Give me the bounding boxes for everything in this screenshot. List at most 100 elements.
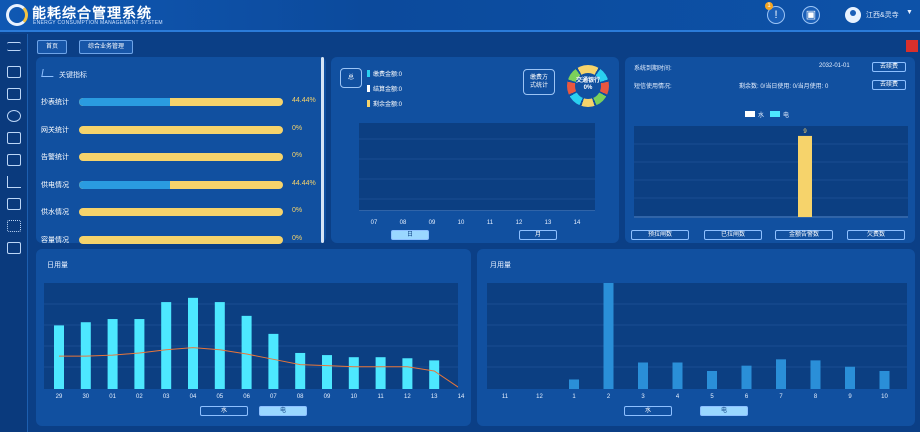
x-tick-label: 11: [487, 220, 494, 226]
monitor-icon[interactable]: [7, 132, 21, 144]
kpi-label: 抄表统计: [41, 99, 69, 106]
tab-month[interactable]: 月: [519, 230, 557, 240]
daily-usage-panel: 日用量 29 30 01 02 03 04 05 06 07 08 09 10 11 12 13 14 水 电: [36, 249, 471, 426]
donut-label: 交通银行: [575, 78, 600, 84]
daily-chart-area: [44, 283, 463, 390]
daily-tab-water[interactable]: 水: [200, 406, 248, 416]
fee-paid-text: 缴费金额:0: [373, 72, 403, 78]
cut-off-button[interactable]: 已拉闸数: [704, 230, 762, 240]
folder-icon[interactable]: [7, 88, 21, 100]
kpi-progress-fill: [79, 98, 170, 106]
daily-bar: [268, 333, 279, 389]
x-tick-label: 09: [324, 394, 331, 400]
x-tick-label: 29: [56, 394, 63, 400]
user-name[interactable]: 江西&灵寺: [866, 12, 899, 19]
monthly-bar: [603, 283, 614, 389]
picture-icon[interactable]: [7, 242, 21, 254]
x-tick-label: 9: [848, 394, 852, 400]
x-tick-label: 12: [404, 394, 411, 400]
x-tick-label: 5: [710, 394, 714, 400]
monthly-bar: [879, 370, 890, 389]
breadcrumb-home[interactable]: 首页: [37, 40, 68, 54]
image-icon[interactable]: [7, 66, 21, 78]
renew-button[interactable]: 去续费: [872, 62, 906, 72]
kpi-progress-bar: [79, 153, 283, 161]
x-tick-label: 6: [745, 394, 749, 400]
monthly-x-axis: 11 12 1 2 3 4 5 6 7 8 9 10: [502, 394, 889, 400]
daily-bar: [429, 360, 440, 389]
x-tick-label: 12: [536, 394, 543, 400]
expire-label: 系统到期时间:: [634, 66, 672, 72]
download-icon[interactable]: [7, 154, 21, 166]
x-tick-label: 05: [216, 394, 223, 400]
monthly-bar: [776, 359, 786, 389]
x-tick-label: 7: [779, 394, 783, 400]
fee-settled-text: 结算金额:0: [373, 87, 403, 93]
sms-label: 短信使用情况:: [634, 84, 672, 90]
payment-mode-box: 缴费方 式统计: [523, 69, 555, 95]
daily-title: 日用量: [47, 262, 68, 269]
daily-x-axis: 29 30 01 02 03 04 05 06 07 08 09 10 11 12 13 14: [56, 394, 465, 400]
daily-tab-elec[interactable]: 电: [259, 406, 307, 416]
kpi-label: 供电情况: [41, 181, 69, 189]
legend-swatch: [367, 70, 370, 77]
alarm-bar: [798, 135, 812, 217]
daily-bar: [54, 325, 64, 389]
kpi-percent: 0%: [292, 152, 303, 159]
payment-donut: 交通银行 0%: [567, 65, 609, 107]
kpi-progress-bar: [79, 235, 283, 244]
daily-chart: [44, 297, 463, 390]
line-chart-icon[interactable]: [7, 176, 21, 188]
coin-icon[interactable]: [7, 110, 21, 122]
chevron-down-icon[interactable]: ▼: [906, 9, 913, 16]
fee-remaining-text: 剩余金额:0: [373, 102, 403, 108]
alert-icon[interactable]: !: [767, 6, 785, 24]
fee-settled: 结算金额:0: [367, 84, 402, 93]
pre-cut-button[interactable]: 预拉闸数: [631, 230, 689, 240]
fee-panel: 总 缴费金额:0 结算金额:0 剩余金额:0 缴费方 式统计 交通银行 0% 07…: [331, 57, 619, 243]
daily-bar: [348, 357, 359, 389]
alarm-chart-area: 9: [634, 126, 908, 218]
trend-icon: [41, 69, 55, 77]
monthly-tab-elec[interactable]: 电: [700, 406, 748, 416]
kpi-label: 告警统计: [41, 154, 69, 161]
x-tick-label: 13: [431, 394, 438, 400]
grid-icon[interactable]: [7, 220, 21, 232]
legend-swatch-water: [745, 111, 755, 117]
daily-bar: [241, 315, 252, 389]
daily-bar: [322, 355, 332, 389]
lock-icon[interactable]: ▣: [802, 6, 820, 24]
amount-alarm-button[interactable]: 金额告警数: [775, 230, 833, 240]
sms-stats: 剩余数: 0/当日使用: 0/当月使用: 0: [739, 84, 829, 90]
kpi-label: 供水情况: [41, 209, 69, 216]
avatar[interactable]: [845, 7, 861, 23]
monthly-tab-water[interactable]: 水: [624, 406, 672, 416]
daily-bar: [295, 352, 306, 389]
x-tick-label: 11: [502, 394, 509, 400]
payment-mode-label-2: 式统计: [529, 83, 548, 89]
legend-swatch: [367, 100, 370, 107]
tab-day[interactable]: 日: [391, 230, 429, 240]
daily-bar: [188, 297, 198, 389]
document-settings-icon[interactable]: [7, 198, 21, 210]
fee-x-axis: 07 08 09 10 11 12 13 14: [371, 220, 581, 226]
kpi-progress-bar: [79, 208, 283, 216]
kpi-progress-bar: [79, 125, 283, 134]
fee-chart-area: [359, 123, 595, 212]
breadcrumb-business[interactable]: 综合业务管理: [79, 40, 134, 54]
monthly-title: 月用量: [490, 262, 511, 269]
kpi-scrollbar[interactable]: [321, 57, 324, 243]
x-tick-label: 11: [377, 394, 384, 400]
arrears-button[interactable]: 欠费数: [847, 230, 905, 240]
fee-chart-grid: [359, 138, 595, 212]
daily-bar: [214, 302, 225, 389]
legend-elec: 电: [783, 113, 790, 119]
menu-icon[interactable]: [7, 42, 21, 51]
monthly-bar: [707, 370, 717, 389]
trend-line: [59, 347, 462, 390]
data-label: 9: [803, 129, 807, 135]
x-tick-label: 4: [676, 394, 680, 400]
close-tab-button[interactable]: [906, 40, 918, 52]
sms-renew-button[interactable]: 去续费: [872, 80, 906, 90]
x-tick-label: 14: [574, 220, 581, 226]
